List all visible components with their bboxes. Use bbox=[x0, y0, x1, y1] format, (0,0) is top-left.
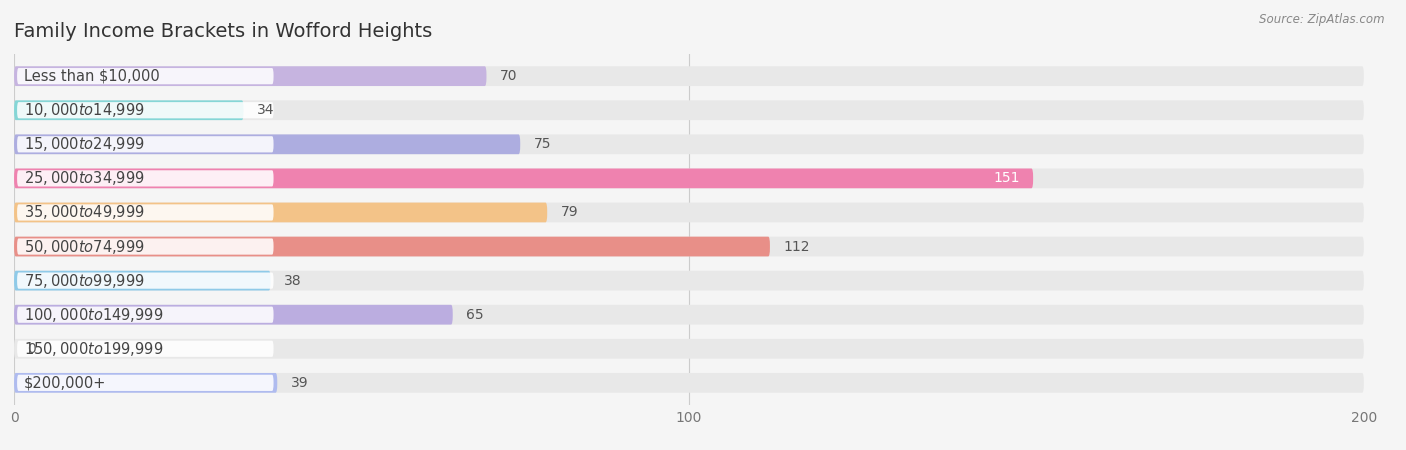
Text: 75: 75 bbox=[534, 137, 551, 151]
Text: $25,000 to $34,999: $25,000 to $34,999 bbox=[24, 169, 145, 187]
Text: $10,000 to $14,999: $10,000 to $14,999 bbox=[24, 101, 145, 119]
FancyBboxPatch shape bbox=[14, 168, 1364, 188]
FancyBboxPatch shape bbox=[14, 271, 270, 291]
Text: 34: 34 bbox=[257, 103, 274, 117]
Text: 65: 65 bbox=[467, 308, 484, 322]
FancyBboxPatch shape bbox=[17, 170, 274, 186]
Text: 39: 39 bbox=[291, 376, 308, 390]
FancyBboxPatch shape bbox=[17, 102, 274, 118]
FancyBboxPatch shape bbox=[14, 135, 520, 154]
FancyBboxPatch shape bbox=[14, 373, 1364, 393]
FancyBboxPatch shape bbox=[14, 305, 1364, 324]
Text: $50,000 to $74,999: $50,000 to $74,999 bbox=[24, 238, 145, 256]
FancyBboxPatch shape bbox=[14, 168, 1033, 188]
FancyBboxPatch shape bbox=[14, 100, 1364, 120]
Text: 112: 112 bbox=[783, 239, 810, 253]
Text: $35,000 to $49,999: $35,000 to $49,999 bbox=[24, 203, 145, 221]
Text: $100,000 to $149,999: $100,000 to $149,999 bbox=[24, 306, 163, 324]
Text: 70: 70 bbox=[501, 69, 517, 83]
FancyBboxPatch shape bbox=[14, 66, 1364, 86]
FancyBboxPatch shape bbox=[17, 375, 274, 391]
FancyBboxPatch shape bbox=[17, 204, 274, 220]
FancyBboxPatch shape bbox=[14, 373, 277, 393]
Text: $75,000 to $99,999: $75,000 to $99,999 bbox=[24, 272, 145, 290]
FancyBboxPatch shape bbox=[14, 202, 547, 222]
FancyBboxPatch shape bbox=[14, 237, 1364, 256]
FancyBboxPatch shape bbox=[14, 237, 770, 256]
Text: $15,000 to $24,999: $15,000 to $24,999 bbox=[24, 135, 145, 153]
Text: 79: 79 bbox=[561, 206, 578, 220]
FancyBboxPatch shape bbox=[17, 238, 274, 255]
FancyBboxPatch shape bbox=[17, 136, 274, 153]
Text: 38: 38 bbox=[284, 274, 302, 288]
FancyBboxPatch shape bbox=[17, 306, 274, 323]
Text: 0: 0 bbox=[28, 342, 37, 356]
FancyBboxPatch shape bbox=[14, 339, 1364, 359]
Text: Source: ZipAtlas.com: Source: ZipAtlas.com bbox=[1260, 14, 1385, 27]
FancyBboxPatch shape bbox=[17, 341, 274, 357]
FancyBboxPatch shape bbox=[14, 100, 243, 120]
FancyBboxPatch shape bbox=[14, 271, 1364, 291]
Text: Family Income Brackets in Wofford Heights: Family Income Brackets in Wofford Height… bbox=[14, 22, 432, 41]
FancyBboxPatch shape bbox=[17, 68, 274, 84]
FancyBboxPatch shape bbox=[14, 135, 1364, 154]
FancyBboxPatch shape bbox=[17, 273, 274, 289]
FancyBboxPatch shape bbox=[14, 202, 1364, 222]
FancyBboxPatch shape bbox=[14, 66, 486, 86]
Text: $150,000 to $199,999: $150,000 to $199,999 bbox=[24, 340, 163, 358]
Text: Less than $10,000: Less than $10,000 bbox=[24, 69, 160, 84]
Text: $200,000+: $200,000+ bbox=[24, 375, 107, 390]
Text: 151: 151 bbox=[993, 171, 1019, 185]
FancyBboxPatch shape bbox=[14, 305, 453, 324]
